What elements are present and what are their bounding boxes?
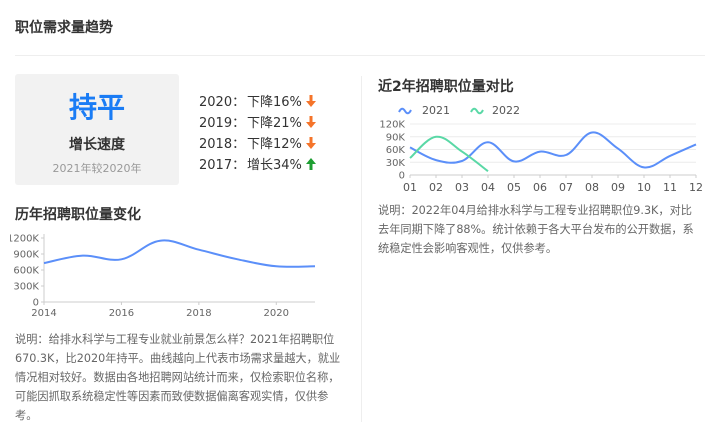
series-line bbox=[43, 239, 316, 268]
compare-chart-title: 近2年招聘职位量对比 bbox=[378, 79, 514, 95]
x-tick-label: 04 bbox=[481, 181, 495, 194]
yoy-list: 2020： 下降16% 2019： 下降21% 2018： 下降12% 2017… bbox=[199, 90, 316, 174]
series-line-2021 bbox=[409, 131, 697, 169]
history-description: 说明：给排水科学与工程专业就业前景怎么样？2021年招聘职位 670.3K，比2… bbox=[15, 333, 341, 422]
compare-description: 说明：2022年04月给排水科学与工程专业招聘职位9.3K，对比去年同期下降了8… bbox=[378, 204, 694, 255]
yoy-row: 2017： 增长34% bbox=[199, 153, 316, 174]
y-tick-label: 60K bbox=[386, 145, 406, 156]
yoy-value: 下降21% bbox=[247, 116, 302, 131]
y-tick-label: 600K bbox=[13, 266, 39, 277]
yoy-row: 2018： 下降12% bbox=[199, 132, 316, 153]
y-tick-label: 30K bbox=[386, 158, 406, 169]
yoy-year: 2019： bbox=[199, 116, 246, 131]
page-title: 职位需求量趋势 bbox=[15, 20, 113, 36]
yoy-row: 2020： 下降16% bbox=[199, 90, 316, 111]
growth-compare: 2021年较2020年 bbox=[52, 162, 142, 175]
yoy-value: 增长34% bbox=[247, 158, 302, 173]
growth-status: 持平 bbox=[68, 91, 125, 124]
x-tick-label: 2016 bbox=[109, 308, 134, 319]
x-tick-label: 05 bbox=[507, 181, 521, 194]
legend-2021-marker-icon bbox=[398, 107, 412, 115]
history-line-chart: 0 300K 600K 900K 1200K 2014 2016 2018 2020 bbox=[10, 234, 316, 319]
x-tick-label: 2020 bbox=[264, 308, 289, 319]
history-chart-title: 历年招聘职位量变化 bbox=[15, 207, 141, 223]
x-tick-label: 01 bbox=[403, 181, 417, 194]
arrow-down-icon bbox=[305, 136, 316, 149]
yoy-value: 下降12% bbox=[247, 137, 302, 152]
y-tick-label: 90K bbox=[386, 132, 406, 143]
vertical-divider bbox=[361, 76, 362, 422]
x-tick-label: 08 bbox=[585, 181, 599, 194]
y-tick-label: 300K bbox=[13, 282, 39, 293]
yoy-year: 2017： bbox=[199, 158, 246, 173]
x-tick-label: 09 bbox=[611, 181, 625, 194]
legend-2022-label: 2022 bbox=[492, 104, 520, 117]
x-tick-label: 10 bbox=[637, 181, 651, 194]
y-tick-label: 1200K bbox=[10, 234, 39, 245]
yoy-value: 下降16% bbox=[247, 95, 302, 110]
top-divider bbox=[15, 55, 705, 56]
growth-card: 持平 增长速度 2021年较2020年 bbox=[15, 74, 179, 185]
x-tick-label: 11 bbox=[663, 181, 677, 194]
legend-2021-label: 2021 bbox=[422, 104, 450, 117]
arrow-down-icon bbox=[305, 115, 316, 128]
legend-2022-marker-icon bbox=[470, 107, 484, 115]
y-tick-label: 900K bbox=[13, 250, 39, 261]
y-tick-label: 0 bbox=[399, 171, 405, 182]
x-tick-label: 06 bbox=[533, 181, 547, 194]
arrow-down-icon bbox=[305, 94, 316, 107]
x-tick-label: 2014 bbox=[31, 308, 56, 319]
x-tick-label: 07 bbox=[559, 181, 573, 194]
yoy-year: 2018： bbox=[199, 137, 246, 152]
yoy-year: 2020： bbox=[199, 95, 246, 110]
x-tick-label: 03 bbox=[455, 181, 469, 194]
y-tick-label: 0 bbox=[33, 298, 39, 309]
growth-label: 增长速度 bbox=[69, 137, 125, 153]
arrow-up-icon bbox=[305, 157, 316, 170]
x-tick-label: 12 bbox=[689, 181, 703, 194]
x-tick-label: 2018 bbox=[186, 308, 211, 319]
series-line-2022 bbox=[409, 135, 489, 173]
x-tick-label: 02 bbox=[429, 181, 443, 194]
yoy-row: 2019： 下降21% bbox=[199, 111, 316, 132]
y-tick-label: 120K bbox=[379, 120, 405, 131]
